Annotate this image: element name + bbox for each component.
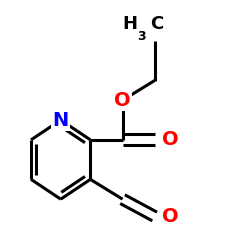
Text: C: C (150, 15, 163, 33)
Text: O: O (162, 130, 179, 149)
Text: N: N (52, 110, 69, 130)
Text: H: H (122, 15, 137, 33)
Text: O: O (114, 91, 131, 110)
Text: 3: 3 (137, 30, 146, 43)
Text: O: O (162, 207, 179, 226)
